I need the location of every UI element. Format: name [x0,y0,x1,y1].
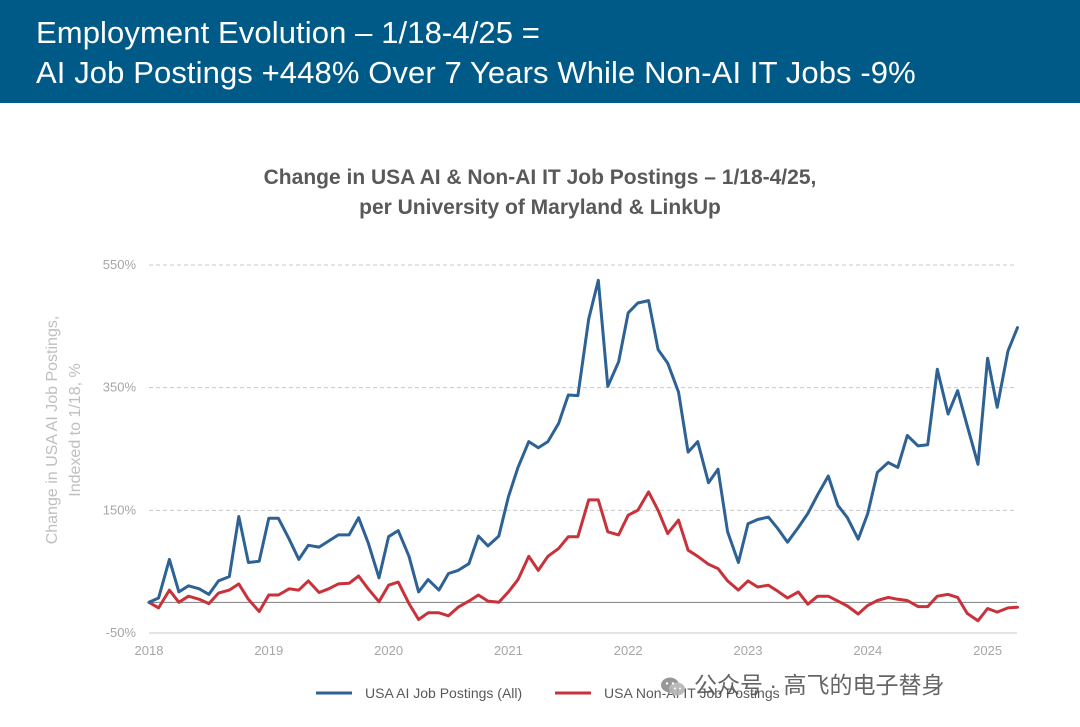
x-tick-label: 2018 [135,643,164,658]
y-axis-label-line-1: Change in USA AI Job Postings, [44,316,61,545]
series-lines [147,278,1019,623]
y-tick-label: 150% [103,502,137,517]
x-tick-label: 2022 [614,643,643,658]
x-tick-label: 2021 [494,643,523,658]
chart-subtitle: per University of Maryland & LinkUp [359,196,721,219]
banner-title-line-2: AI Job Postings +448% Over 7 Years While… [36,55,916,90]
x-tick-label: 2025 [973,643,1002,658]
watermark-text: 公众号 · 高飞的电子替身 [694,672,945,698]
series-line-non-ai-it-job-postings [147,490,1019,623]
x-tick-label: 2023 [734,643,763,658]
x-tick-label: 2024 [853,643,882,658]
banner-title-line-1: Employment Evolution – 1/18-4/25 = [36,15,541,50]
x-tick-labels: 2018 2019 2020 2021 2022 2023 2024 2025 [135,643,1003,658]
y-tick-label: 550% [103,257,137,272]
chart-title: Change in USA AI & Non-AI IT Job Posting… [263,166,817,189]
y-axis-label-line-2: Indexed to 1/18, % [67,363,84,496]
wechat-icon [661,677,685,696]
legend: USA AI Job Postings (All) USA Non-AI IT … [316,685,780,701]
legend-label-ai: USA AI Job Postings (All) [365,685,522,701]
legend-label-non-ai: USA Non-AI IT Job Postings [604,685,780,701]
y-tick-label: 350% [103,380,137,395]
title-banner: Employment Evolution – 1/18-4/25 = AI Jo… [0,0,1080,103]
watermark: 公众号 · 高飞的电子替身 [660,666,944,700]
y-tick-labels: 550% 350% 150% -50% [103,257,137,640]
series-line-ai-job-postings [147,278,1019,604]
gridlines [149,264,1017,634]
x-tick-label: 2020 [374,643,403,658]
y-tick-label: -50% [106,625,137,640]
x-tick-label: 2019 [254,643,283,658]
